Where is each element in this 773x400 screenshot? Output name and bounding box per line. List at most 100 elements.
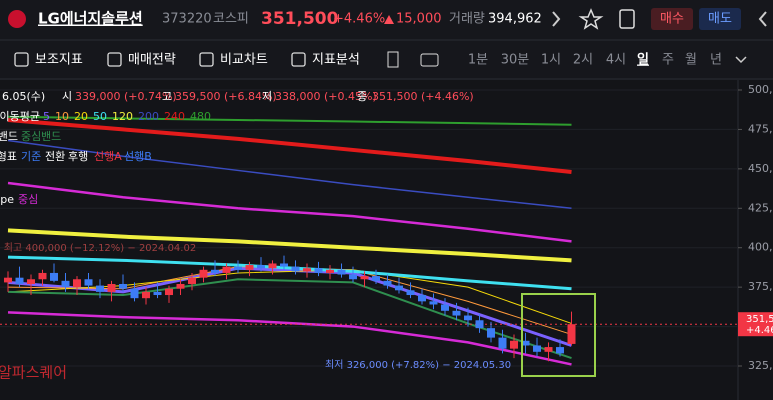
tool-label[interactable]: 매매전략 — [128, 53, 176, 68]
period[interactable]: 4시 — [606, 53, 626, 68]
legend-text: 선행B — [124, 150, 152, 163]
legend-text: 6.05(수) — [2, 90, 45, 103]
legend-text: 선행A — [94, 150, 122, 163]
indicator-line — [7, 115, 572, 126]
candle-body — [130, 288, 139, 299]
candle-body — [4, 277, 12, 283]
candle-body — [84, 279, 93, 286]
price-tag — [738, 312, 773, 337]
candle-body — [303, 268, 311, 272]
legend-text: 10 — [55, 110, 69, 123]
legend-text: 후행 — [68, 150, 88, 163]
legend-text: 338,000 (+0.45%) — [275, 90, 377, 103]
candle-body — [176, 283, 185, 289]
legend-text: 전환 — [45, 150, 65, 163]
candle-body — [533, 345, 541, 352]
price-tag-change: +4.46% — [746, 325, 773, 336]
y-tick-label: 425,000 — [748, 201, 773, 214]
period[interactable]: 1분 — [468, 53, 488, 68]
y-tick-label: 450,000 — [748, 162, 773, 175]
candle-body — [326, 269, 334, 273]
candle-body — [452, 310, 461, 316]
candle-body — [188, 277, 196, 284]
candle-body — [61, 280, 70, 288]
annotation: 최고 400,000 (−12.12%) − 2024.04.02 — [4, 242, 196, 254]
candle-body — [475, 320, 484, 329]
candle-body — [245, 265, 254, 270]
period[interactable]: 주 — [662, 53, 674, 68]
period[interactable]: 월 — [685, 53, 697, 68]
legend-text: 200 — [138, 110, 159, 123]
favorite-icon[interactable] — [578, 8, 604, 30]
candle-body — [510, 340, 518, 349]
y-tick-label: 325,000 — [748, 359, 773, 372]
toolbar: 보조지표 매매전략 비교차트 지표분석 1분 30분 1시 2시 4시 일 주 월 년 — [14, 51, 747, 68]
candle-body — [234, 266, 242, 270]
tool-label[interactable]: 보조지표 — [35, 53, 83, 68]
change: 15,000 — [396, 12, 442, 27]
header: LG에너지솔루션 373220 코스피 351,500 +4.46% 15,00… — [8, 8, 767, 30]
annotation: 최저 326,000 (+7.82%) − 2024.05.30 — [325, 359, 511, 371]
indicator-line — [7, 278, 572, 360]
tool-icon[interactable] — [199, 52, 214, 67]
highlight-box — [521, 293, 596, 377]
period[interactable]: 1시 — [541, 53, 561, 68]
next-icon[interactable] — [552, 11, 561, 27]
period[interactable]: 30분 — [501, 53, 530, 68]
legend-text: 359,500 (+6.84%) — [175, 90, 277, 103]
indicator-line — [7, 311, 572, 366]
candle-body — [337, 269, 346, 275]
period[interactable]: 년 — [710, 53, 722, 68]
legend-text: 120 — [112, 110, 133, 123]
legend-text: 5 — [43, 110, 50, 123]
candle-body — [15, 277, 24, 284]
candle-body — [119, 283, 127, 289]
candle-body — [567, 324, 576, 344]
legend-text: 이동평균 — [0, 110, 40, 123]
y-tick-label: 400,000 — [748, 241, 773, 254]
legend-text: 339,000 (+0.74%) — [75, 90, 177, 103]
logo — [8, 10, 26, 28]
candle-body — [291, 266, 300, 272]
legend-text: 480 — [190, 110, 211, 123]
note-icon[interactable] — [619, 9, 635, 29]
tool-icon[interactable] — [107, 52, 122, 67]
candle-body — [314, 268, 323, 273]
legend-text: 중심 — [18, 193, 38, 206]
chart-bg — [0, 80, 773, 400]
camera-icon[interactable] — [420, 53, 439, 67]
tool-icon[interactable] — [291, 52, 306, 67]
more-icon[interactable] — [735, 56, 747, 64]
sell-label[interactable]: 매도 — [708, 12, 732, 27]
tool-label[interactable]: 지표분석 — [312, 53, 360, 68]
candle-icon[interactable] — [387, 51, 399, 68]
legend-text: 20 — [74, 110, 88, 123]
indicator-line — [7, 139, 572, 210]
legend-text: 기준 — [21, 150, 41, 163]
candle-body — [268, 263, 277, 269]
legend-text: 240 — [164, 110, 185, 123]
candle-body — [73, 279, 81, 288]
indicator-line — [7, 228, 572, 263]
y-tick-label: 500,000 — [748, 83, 773, 96]
period[interactable]: 2시 — [573, 53, 593, 68]
buy-button[interactable] — [651, 8, 693, 30]
prev-icon[interactable] — [758, 11, 767, 27]
buy-label[interactable]: 매수 — [660, 12, 684, 27]
stock-name[interactable]: LG에너지솔루션 — [38, 10, 143, 28]
legend-text: 고 — [162, 90, 172, 103]
tool-icon[interactable] — [14, 52, 29, 67]
period[interactable]: 일 — [637, 53, 649, 68]
candle-body — [153, 291, 162, 296]
candle-body — [142, 291, 150, 299]
candle-body — [257, 265, 265, 269]
candle-body — [498, 337, 507, 349]
candle-body — [521, 340, 530, 346]
sell-button[interactable] — [699, 8, 741, 30]
tool-label[interactable]: 비교차트 — [220, 53, 268, 68]
candle-body — [464, 315, 472, 321]
candle-body — [406, 290, 415, 296]
change-pct: +4.46% — [333, 12, 385, 27]
y-tick-label: 375,000 — [748, 280, 773, 293]
candle-body — [383, 280, 392, 286]
